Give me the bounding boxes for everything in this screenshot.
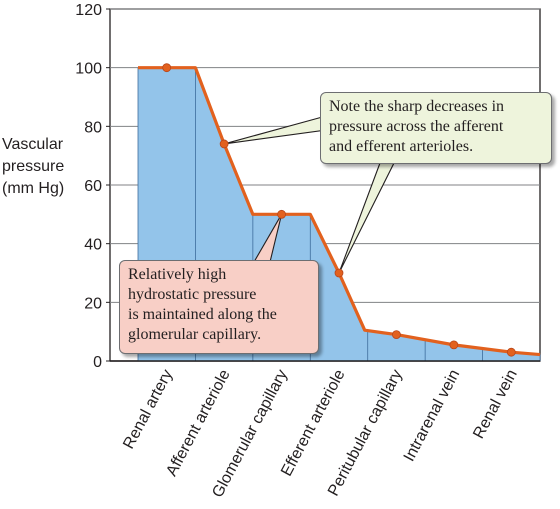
- data-point: [392, 330, 401, 340]
- annotation-line: and efferent arterioles.: [329, 138, 474, 155]
- y-tick-label: 40: [84, 237, 102, 254]
- annotation-line: hydrostatic pressure: [128, 286, 257, 303]
- annotation-line: is maintained along the: [128, 306, 277, 323]
- x-tick-label: Afferent arteriole: [163, 367, 233, 479]
- data-point: [162, 63, 172, 73]
- y-axis-label: Vascular pressure (mm Hg): [2, 134, 82, 200]
- data-point: [277, 209, 286, 219]
- data-point: [219, 139, 229, 149]
- y-tick-label: 20: [84, 295, 102, 312]
- y-axis-label-line: pressure: [2, 158, 65, 175]
- y-axis-label-line: Vascular: [2, 136, 64, 153]
- annotation-line: Relatively high: [128, 266, 227, 283]
- y-tick-label: 60: [84, 178, 102, 195]
- x-tick-label: Efferent arteriole: [278, 367, 348, 479]
- y-tick-label: 0: [93, 354, 102, 371]
- annotation-line: glomerular capillary.: [128, 326, 262, 343]
- data-point: [449, 340, 459, 350]
- y-tick-label: 120: [75, 2, 102, 19]
- annotation-glomerular: Relatively high hydrostatic pressure is …: [119, 260, 319, 354]
- annotation-line: pressure across the afferent: [329, 118, 504, 135]
- annotation-arterioles: Note the sharp decreases in pressure acr…: [320, 92, 552, 164]
- data-point: [506, 347, 516, 357]
- y-tick-label: 100: [75, 61, 102, 78]
- annotation-line: Note the sharp decreases in: [329, 98, 505, 115]
- x-tick-label: Renal vein: [470, 367, 521, 442]
- x-tick-label: Intrarenal vein: [401, 367, 464, 465]
- data-point: [334, 268, 344, 278]
- y-tick-label: 80: [84, 119, 102, 136]
- y-axis-label-line: (mm Hg): [2, 180, 65, 197]
- x-tick-label: Renal artery: [120, 367, 176, 452]
